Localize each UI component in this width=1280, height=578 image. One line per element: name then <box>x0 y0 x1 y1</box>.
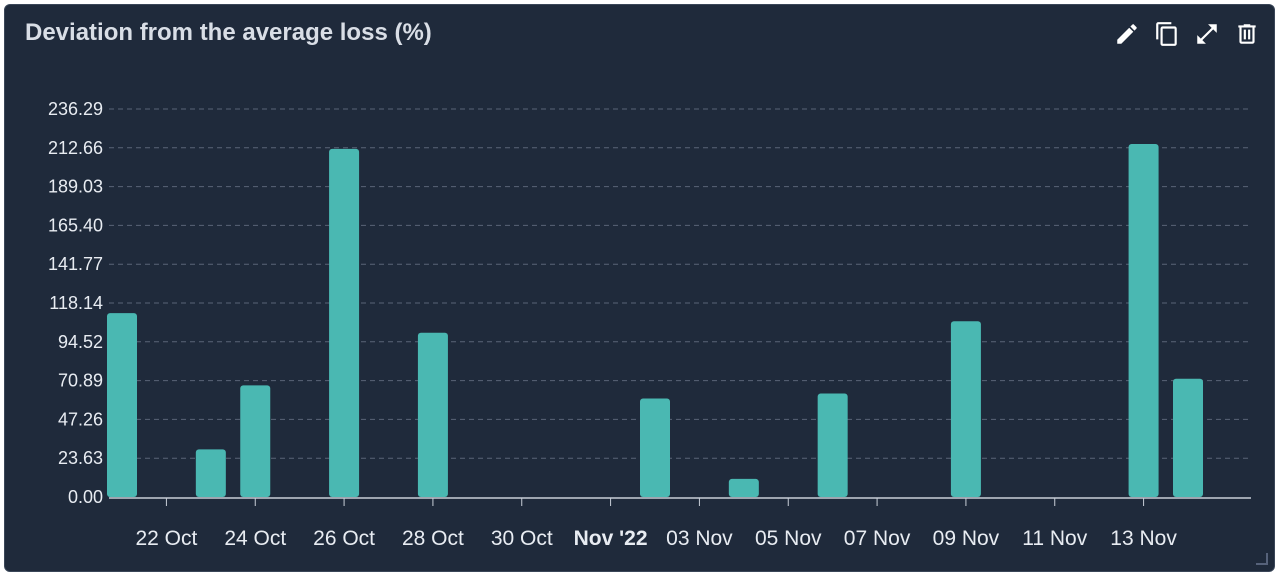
x-tick-label: 26 Oct <box>313 527 375 550</box>
x-tick-label: Nov '22 <box>574 527 648 550</box>
delete-button[interactable] <box>1232 19 1262 49</box>
bar <box>1173 378 1203 497</box>
widget-title: Deviation from the average loss (%) <box>25 19 432 46</box>
y-tick-label: 94.52 <box>58 332 103 352</box>
y-tick-label: 165.40 <box>48 215 103 235</box>
x-tick-label: 09 Nov <box>933 527 1000 550</box>
bar <box>1128 143 1159 498</box>
x-tick-label: 03 Nov <box>666 527 733 550</box>
y-tick-label: 70.89 <box>58 371 103 391</box>
y-tick-label: 118.14 <box>49 293 103 313</box>
x-tick-label: 07 Nov <box>844 527 911 550</box>
y-tick-label: 0.00 <box>68 487 103 507</box>
bar <box>107 313 137 497</box>
bar <box>817 393 848 497</box>
copy-icon <box>1156 22 1177 46</box>
bar-chart: 0.00 23.63 47.26 70.89 94.52 118.14 141.77 165.… <box>48 99 1251 550</box>
y-tick-label: 23.63 <box>58 448 103 468</box>
x-tick-label: 22 Oct <box>135 527 197 550</box>
bar <box>950 321 981 497</box>
bar <box>240 385 271 497</box>
x-tick-label: 30 Oct <box>491 527 553 550</box>
y-tick-label: 141.77 <box>48 254 103 274</box>
bar <box>195 449 226 497</box>
expand-button[interactable] <box>1192 19 1222 49</box>
trash-icon <box>1238 24 1256 44</box>
x-tick-label: 24 Oct <box>224 527 286 550</box>
widget-toolbar <box>1112 17 1262 51</box>
x-tick-label: 28 Oct <box>402 527 464 550</box>
y-tick-label: 47.26 <box>58 409 103 429</box>
bar <box>640 398 670 497</box>
y-tick-label: 212.66 <box>48 138 103 158</box>
y-tick-label: 189.03 <box>48 177 103 197</box>
pencil-icon <box>1117 24 1137 44</box>
bar <box>417 332 448 497</box>
expand-icon <box>1197 24 1217 44</box>
copy-button[interactable] <box>1152 19 1182 49</box>
y-tick-label: 236.29 <box>48 99 103 119</box>
x-tick-label: 05 Nov <box>755 527 822 550</box>
x-tick-label: 11 Nov <box>1022 527 1087 550</box>
bar <box>329 148 360 498</box>
x-tick-label: 13 Nov <box>1110 527 1177 550</box>
chart-widget: Deviation from the average loss (%) <box>4 4 1275 572</box>
resize-handle[interactable] <box>1256 553 1268 565</box>
bar <box>728 478 759 497</box>
edit-button[interactable] <box>1112 19 1142 49</box>
